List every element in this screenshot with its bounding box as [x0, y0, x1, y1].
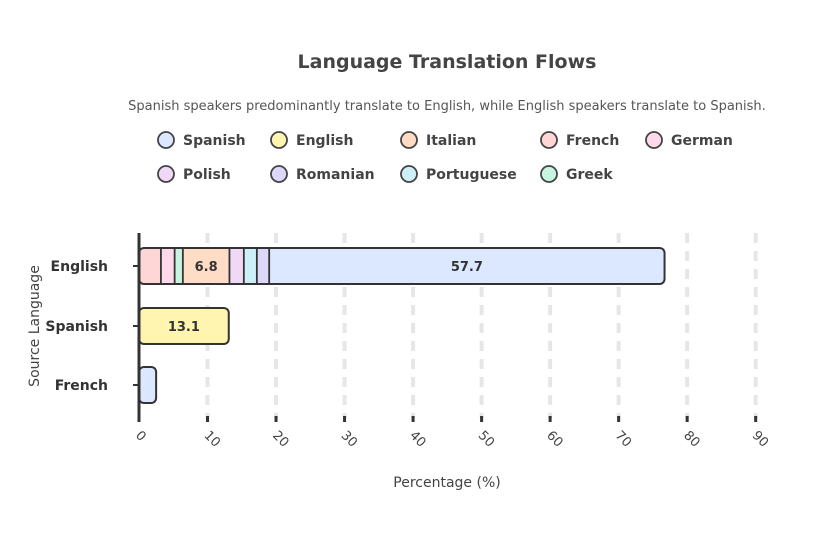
legend-label-german: German: [671, 133, 733, 149]
legend-label-french: French: [566, 133, 619, 149]
x-tick-label-90: 90: [749, 428, 771, 450]
data-label-english-spanish: 57.7: [451, 260, 483, 275]
bars: English Spanish French 6.8 57.7 13.1: [45, 247, 666, 404]
legend-swatch-greek: [540, 165, 558, 183]
bar-english-italian: [182, 248, 230, 284]
x-tick-label-40: 40: [406, 428, 428, 450]
bar-english-greek: [174, 248, 183, 284]
bar-spanish-english: [139, 308, 229, 344]
x-tick-label-70: 70: [612, 428, 634, 450]
legend-label-portuguese: Portuguese: [426, 167, 517, 183]
legend-swatch-english: [270, 131, 288, 149]
chart-title: Language Translation Flows: [298, 51, 597, 73]
x-tick-label-50: 50: [475, 428, 497, 450]
chart-subtitle: Spanish speakers predominantly translate…: [128, 99, 766, 114]
data-label-english-italian: 6.8: [195, 260, 218, 275]
legend-swatch-german: [645, 131, 663, 149]
legend-swatch-romanian: [270, 165, 288, 183]
bar-english-portuguese: [243, 248, 257, 284]
y-tick-label-french: French: [55, 378, 108, 394]
legend-label-greek: Greek: [566, 167, 613, 183]
y-tick-label-english: English: [51, 259, 108, 275]
legend-swatch-spanish: [157, 131, 175, 149]
legend-label-polish: Polish: [183, 167, 231, 183]
x-tick-label-30: 30: [338, 428, 360, 450]
x-tick-label-10: 10: [201, 428, 223, 450]
legend-label-spanish: Spanish: [183, 133, 246, 149]
x-tick-label-80: 80: [680, 428, 702, 450]
legend: Spanish English Italian French German Polish R…: [157, 131, 733, 183]
bar-french-spanish: [139, 367, 157, 403]
x-tick-label-0: 0: [132, 428, 148, 444]
legend-label-italian: Italian: [426, 133, 476, 149]
legend-swatch-portuguese: [400, 165, 418, 183]
bar-english-french: [139, 248, 161, 284]
x-tick-label-60: 60: [543, 428, 565, 450]
x-axis-title: Percentage (%): [393, 475, 500, 491]
legend-swatch-italian: [400, 131, 418, 149]
bar-english-polish: [229, 248, 244, 284]
y-tick-label-spanish: Spanish: [45, 319, 108, 335]
bar-english-spanish: [269, 248, 665, 284]
legend-label-romanian: Romanian: [296, 167, 375, 183]
legend-swatch-french: [540, 131, 558, 149]
bar-english-german: [160, 248, 175, 284]
x-tick-label-20: 20: [269, 428, 291, 450]
data-label-spanish-english: 13.1: [168, 320, 200, 335]
legend-label-english: English: [296, 133, 353, 149]
y-axis-title: Source Language: [27, 265, 43, 387]
legend-swatch-polish: [157, 165, 175, 183]
bar-english-romanian: [256, 248, 270, 284]
